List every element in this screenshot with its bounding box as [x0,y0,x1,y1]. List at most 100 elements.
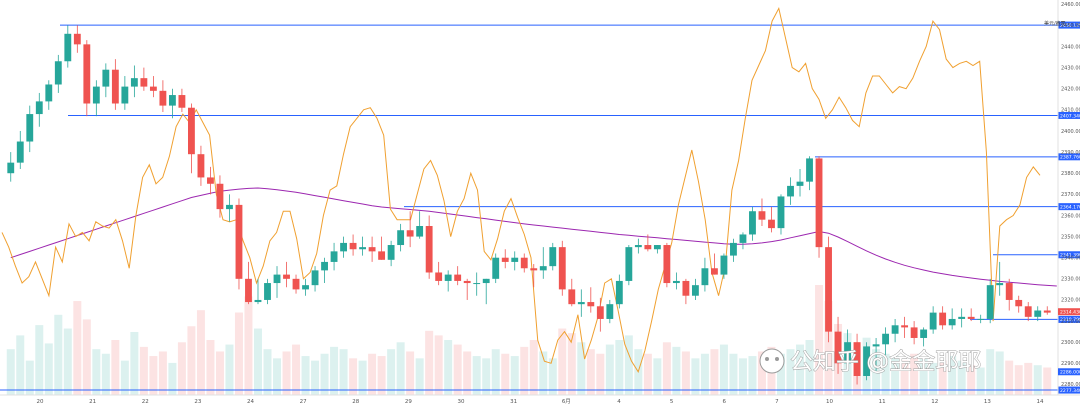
volume-bar [54,314,63,395]
level-price-label: 2387.760 [1060,155,1080,161]
y-tick-label: 2280.000 [1061,382,1080,388]
candle-body [321,261,328,271]
x-tick-label: 4 [617,399,621,405]
current-price-label: 2314.430 [1060,310,1080,316]
level-price-tag [1058,203,1080,211]
volume-bar [729,353,738,395]
volume-bar [748,356,757,395]
price-tags-layer: 2314.430 2286.000 [1058,308,1080,376]
moving-average-layer [10,187,1057,287]
volume-bar [643,353,652,395]
volume-bar [710,349,719,395]
candle-body [425,226,433,273]
level-price-tag [1058,315,1080,323]
volume-bar [558,328,567,395]
volume-bar [368,353,377,395]
volume-bar [1024,362,1033,395]
volume-bar [653,358,662,395]
volume-bar [282,351,291,395]
y-tick-label: 2380.000 [1061,171,1080,177]
candle-body [739,234,747,243]
y-axis: 2460.000 2450.000 2440.000 2430.000 2420.000… [1057,0,1080,395]
candle-body [520,257,528,269]
y-tick-label: 2410.000 [1061,108,1080,114]
candle-body [45,84,53,102]
volume-bar [415,358,424,395]
x-axis: 20 21 22 23 24 27 28 29 30 31 6月 4 5 6 7 10 11 12 13 14 [0,394,1080,405]
watermark-logo-icon [759,348,785,374]
candle-body [397,230,405,246]
y-tick-label: 2310.000 [1061,319,1080,325]
candle-body [159,90,167,106]
volume-bar [938,360,947,395]
x-tick-label: 24 [247,399,254,405]
x-tick-label: 6月 [562,398,571,405]
volume-bar [149,356,158,395]
candle-body [777,196,785,229]
volume-bar [1033,365,1042,395]
oscillator-line [1,6,1041,373]
watermark: 公知乎 @金金耶耶 [759,348,982,375]
volume-bar [719,344,728,395]
volume-bar [130,331,139,395]
x-tick-label: 27 [300,399,307,405]
volume-bar [1005,360,1014,395]
x-tick-label: 22 [142,399,149,405]
volume-bar [986,349,995,395]
level-price-label: 2407.340 [1060,113,1080,119]
candle-body [178,95,186,108]
candle-body [730,242,737,256]
volume-bar [995,351,1004,395]
x-tick-label: 7 [775,399,779,405]
candle-body [330,251,338,262]
volume-bar [957,360,966,395]
volume-bar [805,340,814,395]
candle-body [577,302,585,305]
volume-bar [225,344,234,395]
candle-body [387,245,395,260]
candle-body [853,342,861,376]
x-tick-label: 10 [826,399,833,405]
x-tick-label: 21 [89,399,96,405]
candle-body [558,247,566,290]
current-price-tag [1058,308,1080,316]
y-tick-label: 2370.000 [1061,192,1080,198]
volume-bar [82,319,91,395]
volume-bar [253,328,262,395]
volume-bar [548,358,557,395]
candle-body [311,270,319,286]
volume-bar [1014,365,1023,395]
candle-body [245,278,252,303]
candle-body [130,78,138,87]
candle-body [64,33,72,62]
volume-bar [339,349,348,395]
candle-body [587,302,595,307]
candle-body [844,342,851,364]
volume-bar [501,353,510,395]
volume-bar [967,365,976,395]
candle-body [406,230,414,237]
volume-bar [120,360,129,395]
y-tick-label: 2340.000 [1061,256,1080,262]
candle-body [368,247,376,252]
volume-bar [301,356,310,395]
candle-body [226,204,233,210]
volume-bar [196,310,205,395]
corner-unit-label: 美元/盎司 [1044,20,1066,27]
volume-bar [73,301,82,395]
candle-body [482,278,490,284]
candle-body [111,69,119,104]
volume-bar [491,349,500,395]
volume-bar [406,351,415,395]
x-tick-label: 14 [1037,399,1044,405]
candle-body [977,318,985,320]
candle-body [501,257,509,262]
candle-body [121,86,129,104]
x-tick-label: 23 [194,399,201,405]
candle-body [511,257,519,262]
candle-body [1043,310,1051,313]
y-tick-label: 2290.000 [1061,361,1080,367]
y-tick-label: 2300.000 [1061,340,1080,346]
candle-body [929,312,937,330]
